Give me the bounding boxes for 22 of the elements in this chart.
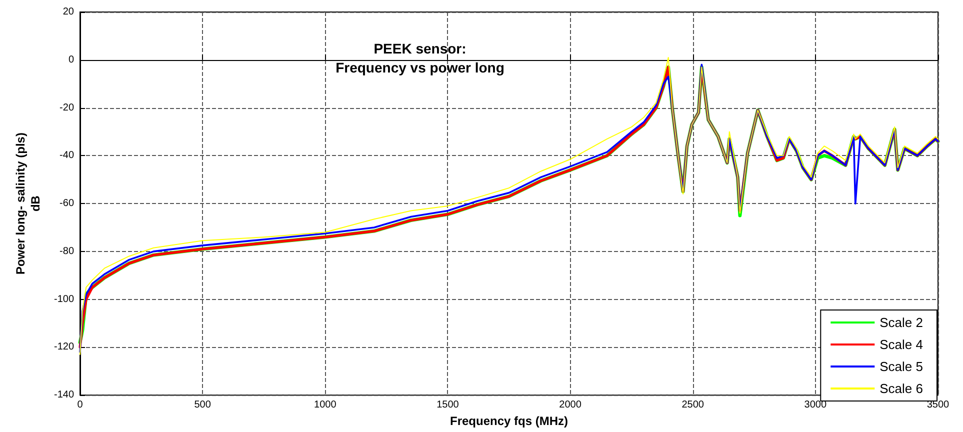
y-tick-label: -60 bbox=[60, 198, 74, 210]
y-tick-label: -20 bbox=[60, 102, 74, 114]
y-tick-label: -100 bbox=[54, 294, 74, 305]
x-tick-label: 0 bbox=[77, 400, 84, 411]
y-tick-label: 20 bbox=[62, 6, 74, 18]
legend-label: Scale 5 bbox=[880, 359, 924, 374]
legend-label: Scale 2 bbox=[880, 315, 924, 330]
x-tick-label: 2500 bbox=[682, 400, 704, 411]
legend-label: Scale 6 bbox=[880, 381, 924, 396]
legend-label: Scale 4 bbox=[880, 337, 924, 352]
x-tick-label: 2000 bbox=[559, 400, 582, 411]
x-axis-title: Frequency fqs (MHz) bbox=[450, 414, 568, 428]
y-tick-label: -140 bbox=[54, 390, 74, 401]
text: PEEK sensor: Frequency vs power long bbox=[336, 40, 504, 76]
y-axis-title: Power long- salinity (pls) dB bbox=[14, 132, 43, 275]
x-tick-label: 1500 bbox=[436, 400, 460, 411]
y-tick-label: 0 bbox=[68, 54, 74, 66]
y-tick-label: -40 bbox=[60, 150, 74, 162]
x-tick-label: 500 bbox=[194, 400, 212, 411]
x-tick-label: 1000 bbox=[314, 400, 337, 411]
y-tick-label: -80 bbox=[60, 246, 74, 257]
y-tick-label: -120 bbox=[54, 342, 74, 353]
